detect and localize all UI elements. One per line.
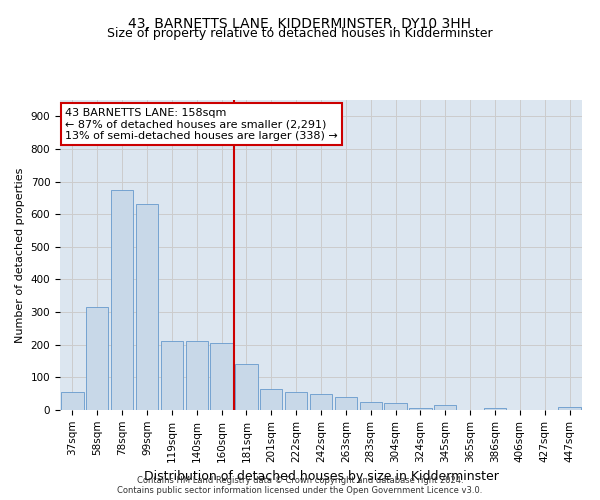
Text: Contains HM Land Registry data © Crown copyright and database right 2024.
Contai: Contains HM Land Registry data © Crown c… (118, 476, 482, 495)
Bar (235, 364, 257, 410)
Text: 43 BARNETTS LANE: 158sqm
← 87% of detached houses are smaller (2,291)
13% of sem: 43 BARNETTS LANE: 158sqm ← 87% of detach… (65, 108, 338, 141)
Bar (484, 408, 506, 410)
Text: 43, BARNETTS LANE, KIDDERMINSTER, DY10 3HH: 43, BARNETTS LANE, KIDDERMINSTER, DY10 3… (128, 18, 472, 32)
Text: Size of property relative to detached houses in Kidderminster: Size of property relative to detached ho… (107, 28, 493, 40)
Bar (335, 397, 357, 410)
Bar (260, 389, 283, 410)
Bar (111, 190, 133, 410)
Bar (161, 342, 183, 410)
Y-axis label: Number of detached properties: Number of detached properties (15, 168, 25, 342)
Bar (211, 343, 233, 410)
Bar (285, 392, 307, 410)
Bar (61, 392, 83, 410)
Bar (409, 408, 431, 410)
Bar (434, 405, 457, 410)
Bar (385, 404, 407, 410)
Bar (86, 307, 109, 410)
Bar (359, 402, 382, 410)
Bar (136, 204, 158, 410)
Bar (559, 406, 581, 410)
Bar (185, 342, 208, 410)
Bar (310, 394, 332, 410)
X-axis label: Distribution of detached houses by size in Kidderminster: Distribution of detached houses by size … (143, 470, 499, 483)
